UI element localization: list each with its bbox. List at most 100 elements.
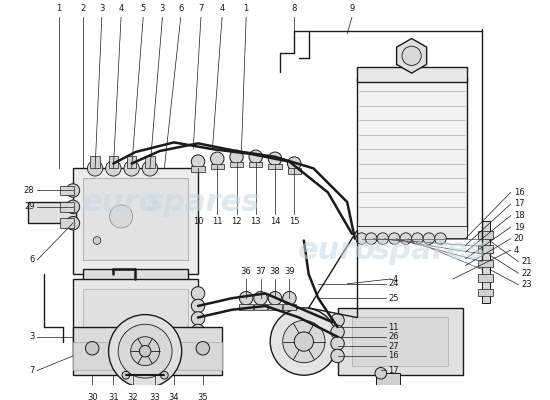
Circle shape — [124, 161, 139, 176]
Text: 32: 32 — [127, 392, 138, 400]
Circle shape — [434, 233, 446, 244]
Text: 20: 20 — [514, 234, 524, 243]
Text: 3: 3 — [99, 4, 104, 14]
Bar — [249, 162, 262, 168]
Circle shape — [254, 292, 267, 305]
Circle shape — [283, 320, 325, 363]
Polygon shape — [397, 38, 427, 73]
Bar — [121, 301, 139, 307]
Circle shape — [270, 308, 338, 375]
Bar — [288, 168, 301, 174]
Text: 4: 4 — [118, 4, 124, 14]
Text: 39: 39 — [284, 267, 295, 276]
Circle shape — [331, 325, 344, 339]
Text: 8: 8 — [292, 4, 297, 14]
Bar — [239, 304, 253, 310]
Circle shape — [288, 157, 301, 170]
Circle shape — [106, 161, 121, 176]
Bar — [478, 231, 493, 239]
Circle shape — [93, 237, 101, 244]
Circle shape — [87, 161, 103, 176]
Circle shape — [191, 299, 205, 313]
Circle shape — [196, 342, 210, 355]
Bar — [482, 221, 490, 303]
Bar — [145, 156, 155, 168]
Bar — [60, 202, 74, 212]
Circle shape — [66, 216, 80, 230]
Circle shape — [402, 46, 421, 66]
Circle shape — [249, 150, 262, 164]
Circle shape — [230, 150, 243, 164]
Text: 1: 1 — [244, 4, 249, 14]
Text: 25: 25 — [388, 294, 399, 303]
Bar — [73, 327, 222, 375]
Bar — [73, 168, 198, 274]
Circle shape — [191, 324, 205, 338]
Circle shape — [118, 324, 172, 378]
Text: 17: 17 — [514, 200, 524, 208]
Text: 4: 4 — [514, 246, 519, 255]
Text: 19: 19 — [514, 222, 524, 232]
Circle shape — [331, 337, 344, 350]
Text: 12: 12 — [231, 218, 242, 226]
Circle shape — [66, 184, 80, 197]
Circle shape — [411, 233, 423, 244]
Bar — [478, 245, 493, 253]
Text: 17: 17 — [388, 366, 399, 375]
Circle shape — [108, 315, 182, 388]
Text: 30: 30 — [87, 392, 97, 400]
Bar — [127, 156, 136, 168]
Text: euro: euro — [82, 188, 160, 216]
Text: 26: 26 — [388, 332, 399, 341]
Circle shape — [139, 345, 151, 357]
Text: 7: 7 — [198, 4, 204, 14]
Text: 22: 22 — [521, 269, 532, 278]
Circle shape — [268, 152, 282, 166]
Bar — [254, 304, 267, 310]
Circle shape — [191, 155, 205, 168]
Text: 21: 21 — [521, 257, 532, 266]
Bar — [338, 308, 463, 375]
Text: 33: 33 — [150, 392, 160, 400]
Text: 38: 38 — [270, 267, 280, 276]
Bar — [82, 178, 189, 260]
Bar — [357, 77, 468, 231]
Text: 34: 34 — [169, 392, 179, 400]
Bar — [211, 164, 224, 169]
Text: 35: 35 — [197, 392, 208, 400]
Text: 3: 3 — [29, 332, 35, 341]
Bar — [73, 342, 222, 370]
Circle shape — [331, 349, 344, 363]
Text: 1: 1 — [56, 4, 61, 14]
Bar — [352, 318, 448, 366]
Text: 6: 6 — [178, 4, 183, 14]
Circle shape — [66, 200, 80, 214]
Circle shape — [109, 205, 133, 228]
Circle shape — [400, 233, 411, 244]
Bar — [268, 164, 282, 169]
Circle shape — [211, 152, 224, 166]
Bar — [478, 274, 493, 282]
Bar — [126, 303, 134, 327]
Circle shape — [102, 281, 112, 290]
Text: 9: 9 — [349, 4, 355, 14]
Text: spares: spares — [372, 236, 486, 265]
Bar — [478, 289, 493, 296]
Circle shape — [142, 161, 158, 176]
Text: 16: 16 — [388, 352, 399, 360]
Circle shape — [268, 292, 282, 305]
Text: euro: euro — [298, 236, 377, 265]
Bar — [73, 279, 198, 356]
Text: 28: 28 — [24, 186, 35, 195]
Text: 23: 23 — [521, 280, 532, 289]
Circle shape — [294, 332, 313, 351]
Circle shape — [239, 292, 253, 305]
Bar — [82, 289, 189, 346]
Bar — [478, 260, 493, 268]
Bar — [28, 202, 76, 223]
Text: 7: 7 — [29, 366, 35, 375]
Circle shape — [356, 233, 367, 244]
Circle shape — [423, 233, 434, 244]
Circle shape — [283, 292, 296, 305]
Circle shape — [375, 368, 387, 379]
